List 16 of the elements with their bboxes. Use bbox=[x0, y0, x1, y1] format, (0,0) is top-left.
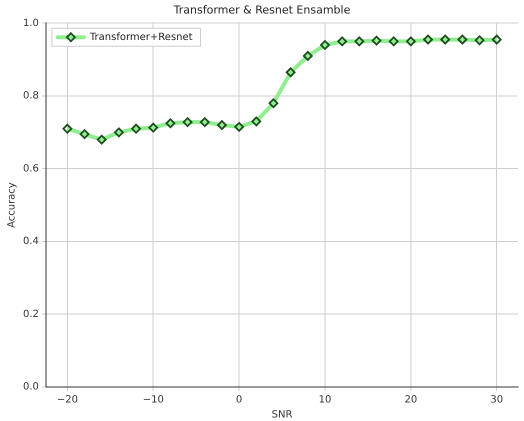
y-axis-title: Accuracy bbox=[6, 182, 18, 228]
y-tick-label: 0.4 bbox=[22, 236, 39, 248]
x-tick-label: 0 bbox=[236, 394, 242, 406]
y-tick-label: 0.8 bbox=[22, 90, 39, 102]
y-tick-label: 0.2 bbox=[22, 308, 39, 320]
x-tick-label: −20 bbox=[56, 394, 78, 406]
chart-title: Transformer & Resnet Ensamble bbox=[172, 3, 351, 16]
y-tick-label: 0.6 bbox=[22, 163, 39, 174]
y-tick-label: 0.0 bbox=[22, 382, 39, 393]
x-tick-label: 30 bbox=[490, 394, 504, 406]
x-tick-label: −10 bbox=[142, 394, 164, 406]
x-axis-title: SNR bbox=[272, 410, 292, 421]
y-tick-label: 1.0 bbox=[22, 18, 39, 29]
legend-label: Transformer+Resnet bbox=[88, 32, 193, 43]
x-tick-label: 20 bbox=[404, 394, 418, 406]
x-tick-label: 10 bbox=[318, 394, 332, 406]
